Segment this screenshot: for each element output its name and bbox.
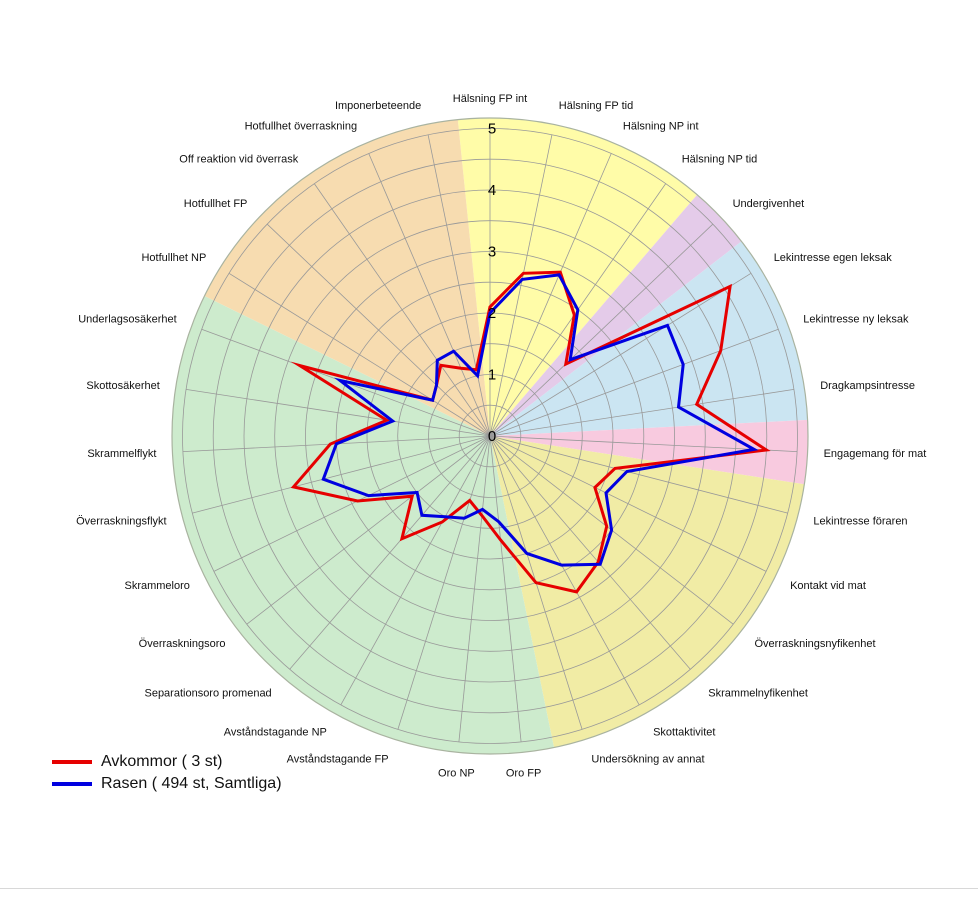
axis-spoke: [489, 134, 553, 437]
axis-label-12: Skrammelnyfikenhet: [708, 688, 808, 700]
axis-spoke: [192, 435, 491, 514]
axis-label-21: Skrammeloro: [124, 580, 189, 592]
axis-label-3: Hälsning NP tid: [682, 154, 758, 166]
axis-label-6: Lekintresse ny leksak: [803, 314, 909, 326]
category-zone-0: [457, 117, 698, 437]
axis-spoke: [289, 435, 491, 670]
axis-spoke: [489, 389, 795, 437]
axis-spoke: [266, 223, 491, 437]
axis-label-20: Överraskningsoro: [139, 638, 226, 650]
axis-spoke: [489, 435, 691, 670]
axis-label-19: Separationsoro promenad: [144, 688, 271, 700]
axis-label-29: Hotfullhet överraskning: [245, 120, 358, 132]
axis-spoke: [489, 223, 714, 437]
tick-label-5: 5: [488, 121, 496, 138]
axis-label-25: Underlagsosäkerhet: [78, 314, 176, 326]
axis-label-13: Skottaktivitet: [653, 727, 715, 739]
axis-label-5: Lekintresse egen leksak: [774, 252, 893, 264]
axis-spoke: [313, 183, 491, 437]
axis-label-30: Imponerbeteende: [335, 100, 421, 112]
bottom-divider: [0, 888, 978, 889]
axis-spoke: [213, 435, 491, 572]
axis-label-8: Engagemang för mat: [824, 448, 927, 460]
axis-spoke: [458, 435, 491, 742]
category-zone-5: [172, 296, 554, 755]
axis-spoke: [427, 134, 491, 437]
axis-label-23: Skrammelflykt: [87, 448, 156, 460]
axis-label-24: Skottosäkerhet: [86, 380, 159, 392]
tick-label-2: 2: [488, 305, 496, 322]
tick-label-0: 0: [488, 428, 496, 445]
axis-spoke: [489, 272, 752, 437]
axis-label-7: Dragkampsintresse: [820, 380, 915, 392]
axis-spoke: [489, 435, 522, 742]
legend-label-avkommor: Avkommor ( 3 st): [101, 753, 223, 770]
legend-item-avkommor: Avkommor ( 3 st): [52, 751, 282, 773]
axis-spoke: [489, 328, 779, 437]
axis-label-11: Överraskningsnyfikenhet: [755, 638, 876, 650]
axis-label-26: Hotfullhet NP: [141, 252, 206, 264]
axis-label-16: Oro NP: [438, 767, 475, 779]
axis-spoke: [185, 389, 491, 437]
tick-label-3: 3: [488, 244, 496, 261]
axis-spoke: [489, 153, 612, 437]
axis-spoke: [397, 435, 491, 730]
axis-spoke: [489, 435, 640, 706]
axis-spoke: [340, 435, 491, 706]
avkommor-line-swatch: [52, 760, 92, 764]
axis-spoke: [368, 153, 491, 437]
axis-label-27: Hotfullhet FP: [184, 198, 248, 210]
axis-label-28: Off reaktion vid överrask: [179, 154, 299, 166]
rasen-line-swatch: [52, 782, 92, 786]
axis-label-17: Avståndstagande FP: [287, 754, 389, 766]
axis-label-1: Hälsning FP tid: [559, 100, 633, 112]
tick-label-1: 1: [488, 367, 496, 384]
axis-label-4: Undergivenhet: [733, 198, 805, 210]
disc-border: [171, 117, 809, 755]
legend-label-rasen: Rasen ( 494 st, Samtliga): [101, 775, 282, 792]
category-zone-1: [490, 194, 742, 436]
axis-label-2: Hälsning NP int: [623, 120, 699, 132]
chart-legend: Avkommor ( 3 st) Rasen ( 494 st, Samtlig…: [52, 751, 282, 795]
tick-label-4: 4: [488, 182, 496, 199]
axis-spoke: [489, 435, 798, 452]
axis-label-0: Hälsning FP int: [453, 93, 527, 105]
legend-item-rasen: Rasen ( 494 st, Samtliga): [52, 773, 282, 795]
category-zone-6: [204, 119, 490, 436]
axis-spoke: [489, 435, 788, 514]
axis-label-10: Kontakt vid mat: [790, 580, 866, 592]
axis-label-18: Avståndstagande NP: [224, 727, 327, 739]
series-polygon-1: [321, 273, 759, 567]
axis-spoke: [246, 435, 491, 625]
axis-spoke: [228, 272, 491, 437]
axis-spoke: [489, 435, 767, 572]
axis-label-14: Undersökning av annat: [591, 754, 704, 766]
category-zone-4: [490, 436, 805, 748]
axis-label-9: Lekintresse föraren: [813, 516, 907, 528]
axis-label-22: Överraskningsflykt: [76, 516, 166, 528]
axis-label-15: Oro FP: [506, 767, 541, 779]
